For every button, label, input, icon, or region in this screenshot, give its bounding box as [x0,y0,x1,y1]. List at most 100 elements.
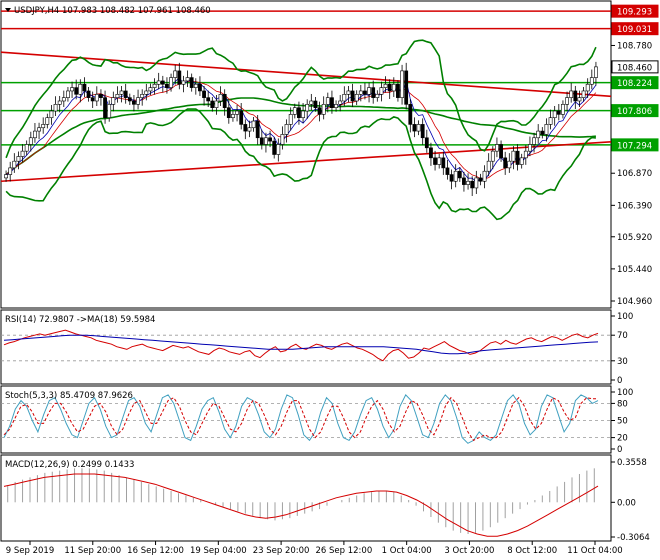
candle-body [103,97,107,119]
candle-body [239,110,244,125]
candle-body [57,100,62,105]
price-tag-label: 108.224 [617,79,652,89]
candle-body [136,97,140,105]
candle-body [375,94,380,98]
osc-tick-label: 50 [617,417,628,427]
price-tag-label: 109.293 [617,8,652,18]
candle-body [82,83,87,92]
candle-body [111,97,116,105]
price-tick-label: 106.390 [617,201,652,211]
candle-body [127,97,132,102]
candle-body [28,137,33,145]
main-chart-title: USDJPY,H4 107.983 108.482 107.961 108.46… [14,6,211,16]
price-tag-label: 107.294 [617,141,652,151]
candle-body [495,144,499,152]
candle-body [305,104,310,112]
candle-body [449,174,454,182]
osc-tick-label: 0 [617,445,622,455]
time-tick-label: 3 Oct 20:00 [444,546,494,556]
candle-body [61,97,66,102]
candle-body [548,117,553,125]
candle-body [420,124,425,139]
candle-body [556,110,561,115]
candle-body [193,83,198,88]
osc-tick-label: 70 [617,331,628,341]
candle-body [45,117,50,125]
bollinger-lower-band [5,108,596,221]
time-tick-label: 8 Oct 12:00 [507,546,557,556]
candle-body [202,90,206,98]
candle-body [585,83,590,92]
time-tick-label: 23 Sep 20:00 [253,546,310,556]
candle-body [457,170,462,179]
price-tag-107.806 [611,104,659,118]
candle-body [552,110,557,119]
bollinger-upper-band [5,39,597,159]
candle-body [544,124,549,135]
price-tick-label: 104.960 [617,297,652,307]
price-tag-108.224 [611,76,659,90]
osc-tick-label: 80 [617,399,628,409]
macd-tick-label: 0.00 [617,498,636,508]
candle-body [317,107,322,115]
candle-body [37,127,41,132]
mid-moving-average [5,76,597,183]
candle-body [152,83,157,88]
candle-body [280,134,285,145]
symbol-dropdown-icon[interactable] [5,8,11,12]
macd-title: MACD(12,26,9) 0.2499 0.1433 [5,460,134,470]
rsi-title: RSI(14) 72.9807 ->MA(18) 59.5984 [5,315,155,325]
candle-body [346,90,351,95]
candle-body [214,100,219,108]
rsi-plot [1,329,611,362]
candle-body [354,94,359,102]
candle-body [247,127,252,132]
candle-body [12,160,17,169]
candle-body [507,160,512,169]
candle-body [148,87,153,92]
support-trend-line [0,140,612,183]
candle-body [4,174,8,179]
candle-body [569,90,574,98]
candle-body [292,107,297,115]
stoch-title: Stoch(5,3,3) 85.4709 87.9626 [5,391,133,401]
candle-body [499,144,503,159]
candle-body [185,77,190,82]
candle-body [309,100,314,105]
candle-body [160,80,165,85]
candle-body [532,137,536,145]
candle-body [383,83,388,88]
candle-body [70,87,74,92]
candle-body [20,150,25,157]
osc-tick-label: 100 [617,388,633,398]
candle-body [424,137,429,149]
candle-body [53,104,58,112]
price-tag-label: 107.806 [617,107,652,117]
candle-body [523,150,528,159]
candle-body [251,120,256,129]
candle-body [408,104,413,125]
candle-body [276,144,281,155]
candle-body [581,90,586,98]
candle-body [338,100,343,105]
candle-body [325,97,330,105]
candle-body [297,107,301,119]
candle-body [429,147,433,159]
candle-body [561,104,565,115]
price-tag-109.293 [611,4,659,18]
long-moving-average [5,97,596,176]
candle-body [367,87,371,95]
stoch-panel-frame [0,385,612,454]
candle-body [363,90,367,95]
time-tick-label: 11 Sep 20:00 [64,546,121,556]
time-tick-label: 1 Oct 04:00 [382,546,432,556]
price-tag-label: 108.460 [617,63,652,73]
candle-body [222,94,227,108]
candle-body [189,77,194,88]
candle-body [210,100,215,108]
candle-body [66,90,70,98]
candle-body [132,100,136,105]
stoch-plot [1,394,611,444]
series-RSI(14) [3,329,599,362]
fast-moving-average [5,81,597,180]
